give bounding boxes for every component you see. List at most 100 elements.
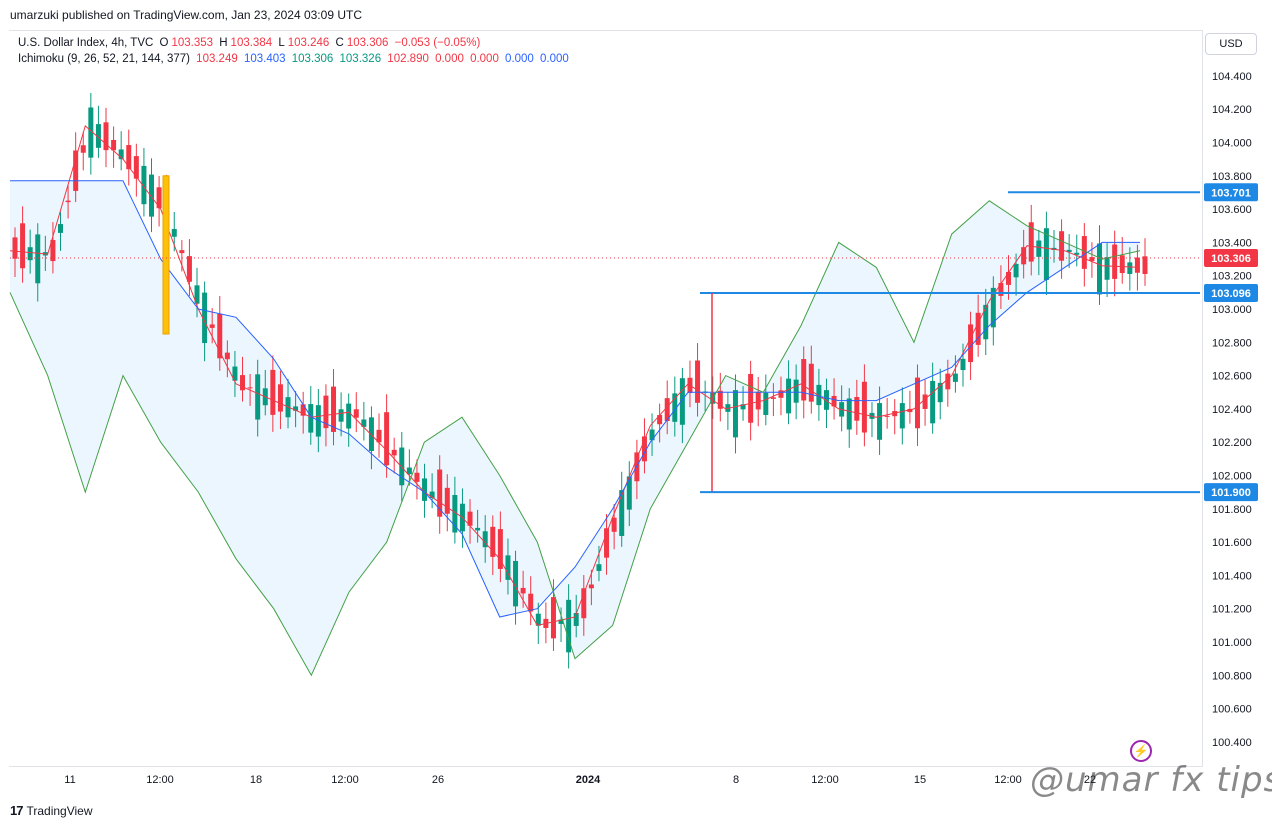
price-tick-label: 102.200	[1212, 437, 1252, 449]
candle-body	[831, 395, 837, 407]
candle-body	[535, 613, 541, 626]
candle-body	[528, 593, 534, 612]
candle-body	[141, 165, 147, 205]
candle-body	[35, 234, 41, 284]
candle-body	[968, 324, 974, 363]
price-tick-label: 101.400	[1212, 570, 1252, 582]
candle-body	[1013, 263, 1019, 278]
time-tick-label: 2024	[576, 774, 601, 786]
candle-body	[58, 224, 64, 233]
candle-body	[649, 429, 655, 441]
time-tick-label: 12:00	[146, 774, 174, 786]
candle-body	[770, 397, 776, 399]
price-tick-label: 100.400	[1212, 737, 1252, 749]
candle-body	[255, 374, 261, 420]
lagging-span	[9, 200, 1141, 677]
candle-body	[914, 377, 920, 429]
candle-body	[247, 387, 253, 389]
candle-body	[482, 531, 488, 548]
last-price-label: 103.306	[1211, 253, 1251, 265]
candle-body	[1104, 257, 1110, 280]
candle-body	[202, 292, 208, 344]
candle-body	[604, 528, 610, 558]
legend-indicator-row: Ichimoku (9, 26, 52, 21, 144, 377) 103.2…	[18, 51, 572, 67]
candle-body	[793, 379, 799, 403]
candle-body	[520, 587, 526, 594]
candle-body	[801, 359, 807, 401]
lightning-icon[interactable]: ⚡	[1130, 740, 1152, 762]
candle-body	[907, 408, 913, 413]
candle-body	[983, 304, 989, 340]
candle-body	[111, 139, 117, 151]
candle-body	[717, 390, 723, 409]
candle-body	[1119, 255, 1125, 274]
candle-body	[1021, 247, 1027, 265]
candle-body	[179, 250, 185, 254]
candle-body	[611, 517, 617, 532]
candle-body	[884, 415, 890, 417]
time-tick-label: 12:00	[331, 774, 359, 786]
candle-body	[778, 390, 784, 398]
candle-body	[384, 412, 390, 466]
candle-body	[937, 382, 943, 403]
candle-body	[1134, 257, 1140, 273]
time-tick-label: 12:00	[811, 774, 839, 786]
ind-value-2: 103.403	[243, 53, 286, 65]
candle-body	[975, 312, 981, 345]
candle-body	[277, 384, 283, 412]
legend-open: 103.353	[171, 37, 214, 49]
candle-body	[452, 495, 458, 533]
candle-body	[1142, 256, 1148, 275]
legend: U.S. Dollar Index, 4h, TVC O 103.353 H 103…	[18, 35, 572, 67]
candle-body	[1096, 243, 1102, 295]
candle-body	[240, 375, 246, 391]
candle-body	[990, 287, 996, 328]
candle-body	[573, 613, 579, 626]
price-tick-label: 102.800	[1212, 337, 1252, 349]
ind-value-6: 0.000	[435, 53, 464, 65]
candle-body	[960, 358, 966, 371]
tradingview-logo[interactable]: 17 TradingView	[10, 803, 93, 818]
legend-change: −0.053 (−0.05%)	[394, 37, 481, 49]
ind-value-7: 0.000	[470, 53, 499, 65]
candle-body	[816, 384, 822, 406]
chart-pane[interactable]	[9, 30, 1202, 767]
price-tick-label: 102.000	[1212, 471, 1252, 483]
price-axis[interactable]	[1202, 30, 1272, 767]
candle-body	[126, 145, 132, 170]
price-tick-label: 104.000	[1212, 138, 1252, 150]
candle-body	[1089, 257, 1095, 262]
legend-high-label: H	[219, 37, 228, 49]
level-label-bg	[1204, 183, 1258, 202]
candle-body	[232, 366, 238, 381]
watermark: @umar fx tips	[1030, 760, 1272, 800]
price-tick-label: 101.000	[1212, 637, 1252, 649]
candle-body	[429, 491, 435, 498]
level-label: 103.096	[1211, 288, 1251, 300]
candle-body	[391, 449, 397, 456]
price-tick-label: 103.800	[1212, 171, 1252, 183]
candle-body	[361, 419, 367, 427]
candle-body	[186, 256, 192, 282]
legend-close-label: C	[335, 37, 344, 49]
candle-body	[1066, 249, 1072, 252]
currency-button[interactable]: USD	[1205, 33, 1257, 55]
candle-body	[149, 174, 155, 217]
candle-body	[846, 398, 852, 430]
candle-body	[657, 415, 663, 425]
price-tick-label: 102.600	[1212, 371, 1252, 383]
candle-body	[1074, 252, 1080, 255]
candle-body	[505, 555, 511, 580]
price-tick-label: 100.600	[1212, 704, 1252, 716]
candle-body	[664, 398, 670, 421]
candle-body	[95, 124, 101, 148]
candle-body	[808, 363, 814, 402]
time-tick-label: 12:00	[994, 774, 1022, 786]
legend-symbol: U.S. Dollar Index, 4h, TVC	[18, 37, 154, 49]
candle-body	[406, 467, 412, 475]
candle-body	[65, 200, 71, 203]
price-tick-label: 101.200	[1212, 604, 1252, 616]
ind-value-4: 103.326	[339, 53, 382, 65]
ichimoku-cloud	[10, 180, 1140, 676]
